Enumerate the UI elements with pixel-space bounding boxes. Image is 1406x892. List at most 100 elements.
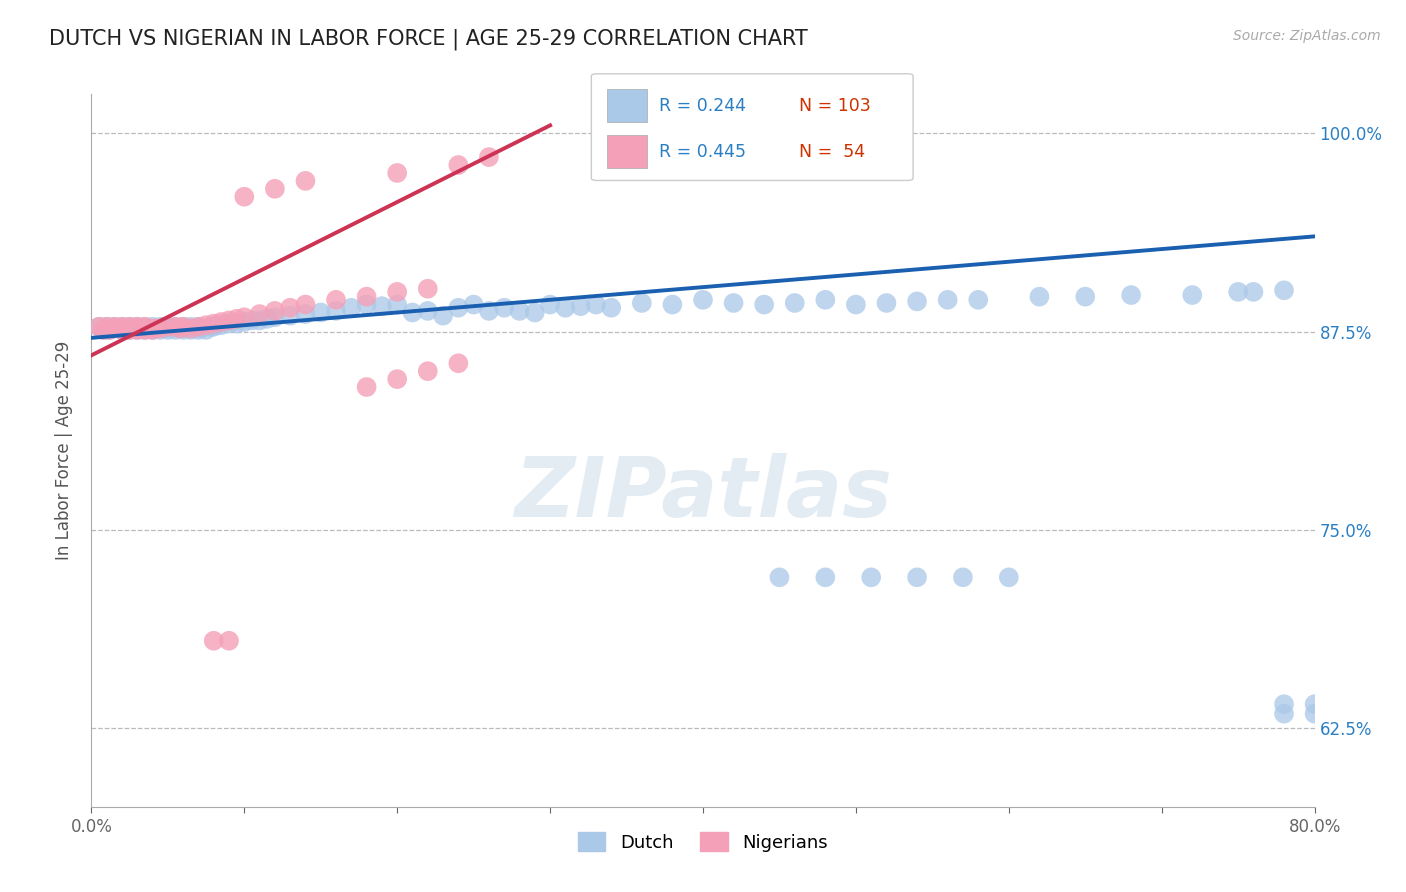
Point bbox=[141, 319, 163, 334]
Point bbox=[478, 150, 501, 164]
Point bbox=[127, 323, 149, 337]
Point bbox=[1074, 290, 1097, 304]
Point bbox=[264, 304, 287, 318]
Point bbox=[371, 299, 394, 313]
Point bbox=[1121, 288, 1143, 302]
Point bbox=[187, 319, 209, 334]
Point bbox=[256, 311, 278, 326]
Point bbox=[385, 285, 409, 299]
Point bbox=[134, 319, 156, 334]
Point bbox=[340, 301, 363, 315]
Point bbox=[936, 293, 959, 307]
Point bbox=[103, 321, 125, 335]
Point bbox=[138, 321, 160, 335]
Point bbox=[153, 321, 176, 335]
Point bbox=[209, 315, 232, 329]
Point bbox=[145, 321, 167, 335]
Point bbox=[156, 319, 179, 334]
Point bbox=[249, 307, 271, 321]
Bar bbox=[607, 89, 647, 122]
Point bbox=[1243, 285, 1265, 299]
Bar bbox=[607, 136, 647, 168]
Point bbox=[209, 318, 232, 333]
Point bbox=[692, 293, 714, 307]
Legend: Dutch, Nigerians: Dutch, Nigerians bbox=[571, 825, 835, 859]
Point bbox=[356, 290, 378, 304]
Point bbox=[114, 321, 136, 335]
Point bbox=[814, 570, 837, 584]
Point bbox=[967, 293, 990, 307]
Point bbox=[294, 307, 316, 321]
Point bbox=[416, 304, 439, 318]
Point bbox=[122, 321, 145, 335]
Point bbox=[111, 323, 134, 337]
Point bbox=[93, 323, 115, 337]
Point bbox=[952, 570, 974, 584]
Point bbox=[184, 321, 207, 335]
Point bbox=[278, 309, 301, 323]
Point bbox=[385, 297, 409, 311]
Point bbox=[169, 321, 191, 335]
Point bbox=[127, 319, 149, 334]
Point bbox=[127, 319, 149, 334]
Point bbox=[138, 321, 160, 335]
Point bbox=[108, 321, 131, 335]
Point bbox=[264, 182, 287, 196]
Point bbox=[478, 304, 501, 318]
Point bbox=[156, 323, 179, 337]
Point bbox=[134, 323, 156, 337]
Point bbox=[172, 319, 194, 334]
Point bbox=[165, 319, 187, 334]
Point bbox=[134, 319, 156, 334]
Point bbox=[661, 297, 683, 311]
Point bbox=[1303, 706, 1326, 721]
Point bbox=[416, 282, 439, 296]
Point bbox=[356, 297, 378, 311]
Point bbox=[905, 570, 928, 584]
Point bbox=[96, 319, 118, 334]
Point bbox=[103, 321, 125, 335]
Point bbox=[172, 323, 194, 337]
Point bbox=[523, 305, 546, 319]
Point bbox=[233, 315, 256, 329]
Point bbox=[1272, 706, 1295, 721]
Point bbox=[180, 321, 202, 335]
Point bbox=[860, 570, 883, 584]
Point bbox=[432, 309, 454, 323]
Point bbox=[325, 293, 347, 307]
Point bbox=[202, 317, 225, 331]
Point bbox=[98, 323, 121, 337]
Text: R = 0.244: R = 0.244 bbox=[659, 96, 747, 114]
Point bbox=[401, 305, 423, 319]
Text: N = 103: N = 103 bbox=[799, 96, 870, 114]
Point bbox=[447, 356, 470, 370]
Point bbox=[87, 319, 110, 334]
Point bbox=[754, 297, 776, 311]
Point bbox=[187, 323, 209, 337]
Point bbox=[264, 310, 287, 325]
Point bbox=[905, 294, 928, 309]
Point bbox=[202, 319, 225, 334]
Point bbox=[200, 319, 222, 334]
Point bbox=[202, 633, 225, 648]
Point bbox=[385, 166, 409, 180]
Text: N =  54: N = 54 bbox=[799, 143, 865, 161]
Point bbox=[447, 158, 470, 172]
Point bbox=[118, 323, 141, 337]
Point bbox=[447, 301, 470, 315]
Point bbox=[631, 296, 654, 310]
Point bbox=[156, 319, 179, 334]
Point bbox=[1303, 697, 1326, 711]
Point bbox=[187, 319, 209, 334]
Point bbox=[134, 323, 156, 337]
Point bbox=[118, 319, 141, 334]
Point bbox=[356, 380, 378, 394]
Point bbox=[1028, 290, 1050, 304]
Point bbox=[149, 321, 172, 335]
Point bbox=[160, 321, 183, 335]
Point bbox=[225, 317, 247, 331]
Y-axis label: In Labor Force | Age 25-29: In Labor Force | Age 25-29 bbox=[55, 341, 73, 560]
Point bbox=[233, 190, 256, 204]
Point bbox=[98, 323, 121, 337]
Point bbox=[1272, 697, 1295, 711]
